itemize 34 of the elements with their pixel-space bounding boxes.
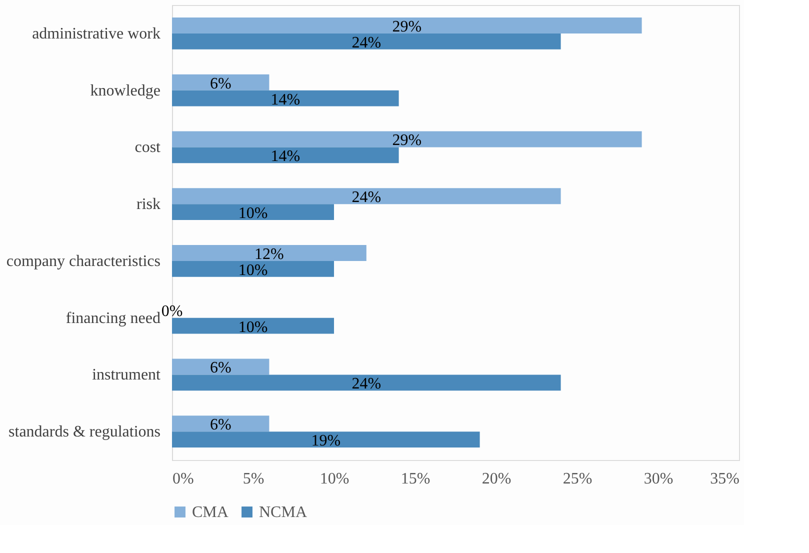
data-label: 6%: [210, 75, 232, 92]
y-tick-label: company characteristics: [6, 252, 160, 270]
y-tick-label: cost: [134, 139, 162, 156]
legend-label: NCMA: [259, 504, 308, 521]
x-tick-label: 30%: [644, 470, 674, 488]
y-tick-label: administrative work: [32, 25, 160, 42]
data-label: 29%: [392, 132, 422, 150]
x-tick-label: 25%: [562, 470, 592, 488]
legend-label: CMA: [192, 504, 229, 521]
data-label: 24%: [352, 189, 382, 206]
data-label: 24%: [352, 34, 382, 52]
data-label: 19%: [311, 432, 341, 450]
data-label: 29%: [392, 18, 422, 36]
data-label: 6%: [210, 360, 232, 377]
y-tick-label: risk: [136, 196, 160, 214]
x-tick-label: 35%: [710, 470, 740, 488]
x-tick-label: 20%: [482, 470, 512, 488]
x-tick-label: 15%: [400, 470, 430, 488]
data-label: 0%: [161, 302, 183, 320]
x-tick-label: 5%: [242, 470, 264, 488]
data-label: 10%: [238, 262, 268, 279]
data-label: 10%: [238, 205, 268, 222]
data-label: 24%: [352, 376, 382, 393]
data-label: 14%: [270, 91, 300, 108]
y-tick-label: instrument: [92, 366, 162, 384]
y-tick-label: standards & regulations: [8, 424, 160, 441]
y-tick-label: knowledge: [90, 82, 160, 100]
data-label: 10%: [238, 318, 268, 336]
x-tick-label: 0%: [172, 470, 194, 488]
data-label: 6%: [210, 416, 232, 434]
y-tick-label: financing need: [66, 310, 160, 327]
data-label: 12%: [254, 246, 284, 263]
data-label: 14%: [270, 148, 300, 166]
x-tick-label: 10%: [320, 470, 350, 488]
